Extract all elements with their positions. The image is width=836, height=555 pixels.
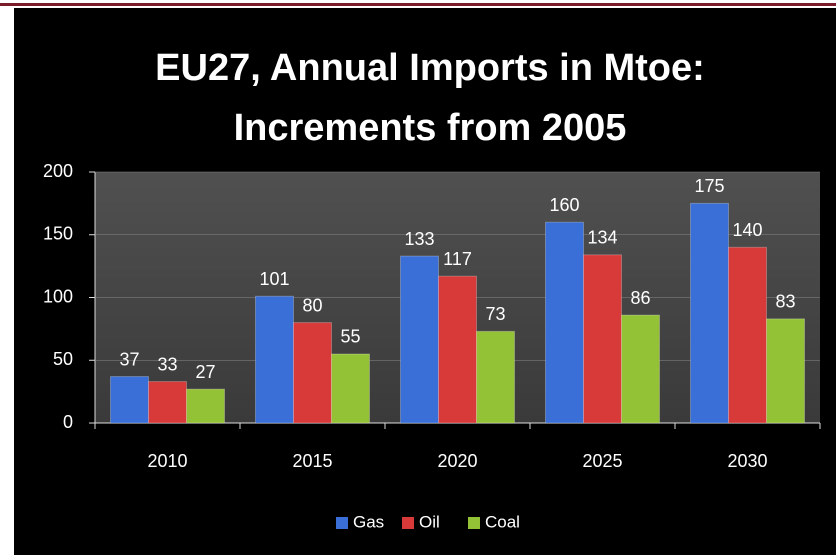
data-label: 160 [549, 195, 579, 215]
bar [400, 255, 439, 424]
data-label: 33 [157, 354, 177, 374]
data-label: 101 [259, 269, 289, 289]
data-label: 117 [443, 249, 472, 269]
chart-title: Increments from 2005 [234, 107, 627, 149]
bar [331, 353, 370, 424]
data-label: 134 [587, 228, 617, 248]
data-label: 73 [485, 304, 505, 324]
x-tick-label: 2025 [582, 451, 622, 471]
bar [148, 381, 187, 424]
data-label: 175 [694, 176, 724, 196]
legend-label: Coal [485, 512, 520, 531]
y-tick-label: 100 [43, 286, 73, 306]
bar [766, 318, 805, 424]
data-label: 83 [775, 292, 795, 312]
y-tick-label: 50 [53, 349, 73, 369]
x-tick-label: 2030 [727, 451, 767, 471]
y-tick-label: 150 [43, 224, 73, 244]
bar [186, 388, 225, 424]
data-label: 37 [119, 349, 139, 369]
x-tick-label: 2015 [292, 451, 332, 471]
bar [690, 202, 729, 424]
bar [545, 221, 584, 424]
chart-title: EU27, Annual Imports in Mtoe: [155, 47, 705, 89]
bar [476, 330, 515, 424]
bar [255, 295, 294, 424]
bar [293, 322, 332, 424]
legend-swatch [468, 517, 480, 529]
data-label: 140 [732, 220, 762, 240]
data-label: 55 [340, 327, 360, 347]
data-label: 27 [195, 362, 215, 382]
bar [110, 376, 149, 424]
bar [728, 246, 767, 424]
y-tick-label: 200 [43, 161, 73, 181]
data-label: 133 [404, 229, 434, 249]
bar [438, 275, 477, 424]
data-label: 86 [630, 288, 650, 308]
data-label: 80 [302, 295, 322, 315]
legend-swatch [336, 517, 348, 529]
bar [621, 314, 660, 424]
top-rule [0, 3, 836, 6]
x-tick-label: 2020 [437, 451, 477, 471]
legend-label: Gas [353, 512, 384, 531]
legend-swatch [402, 517, 414, 529]
x-tick-label: 2010 [147, 451, 187, 471]
bar [583, 254, 622, 424]
y-tick-label: 0 [63, 412, 73, 432]
legend-label: Oil [419, 512, 440, 531]
